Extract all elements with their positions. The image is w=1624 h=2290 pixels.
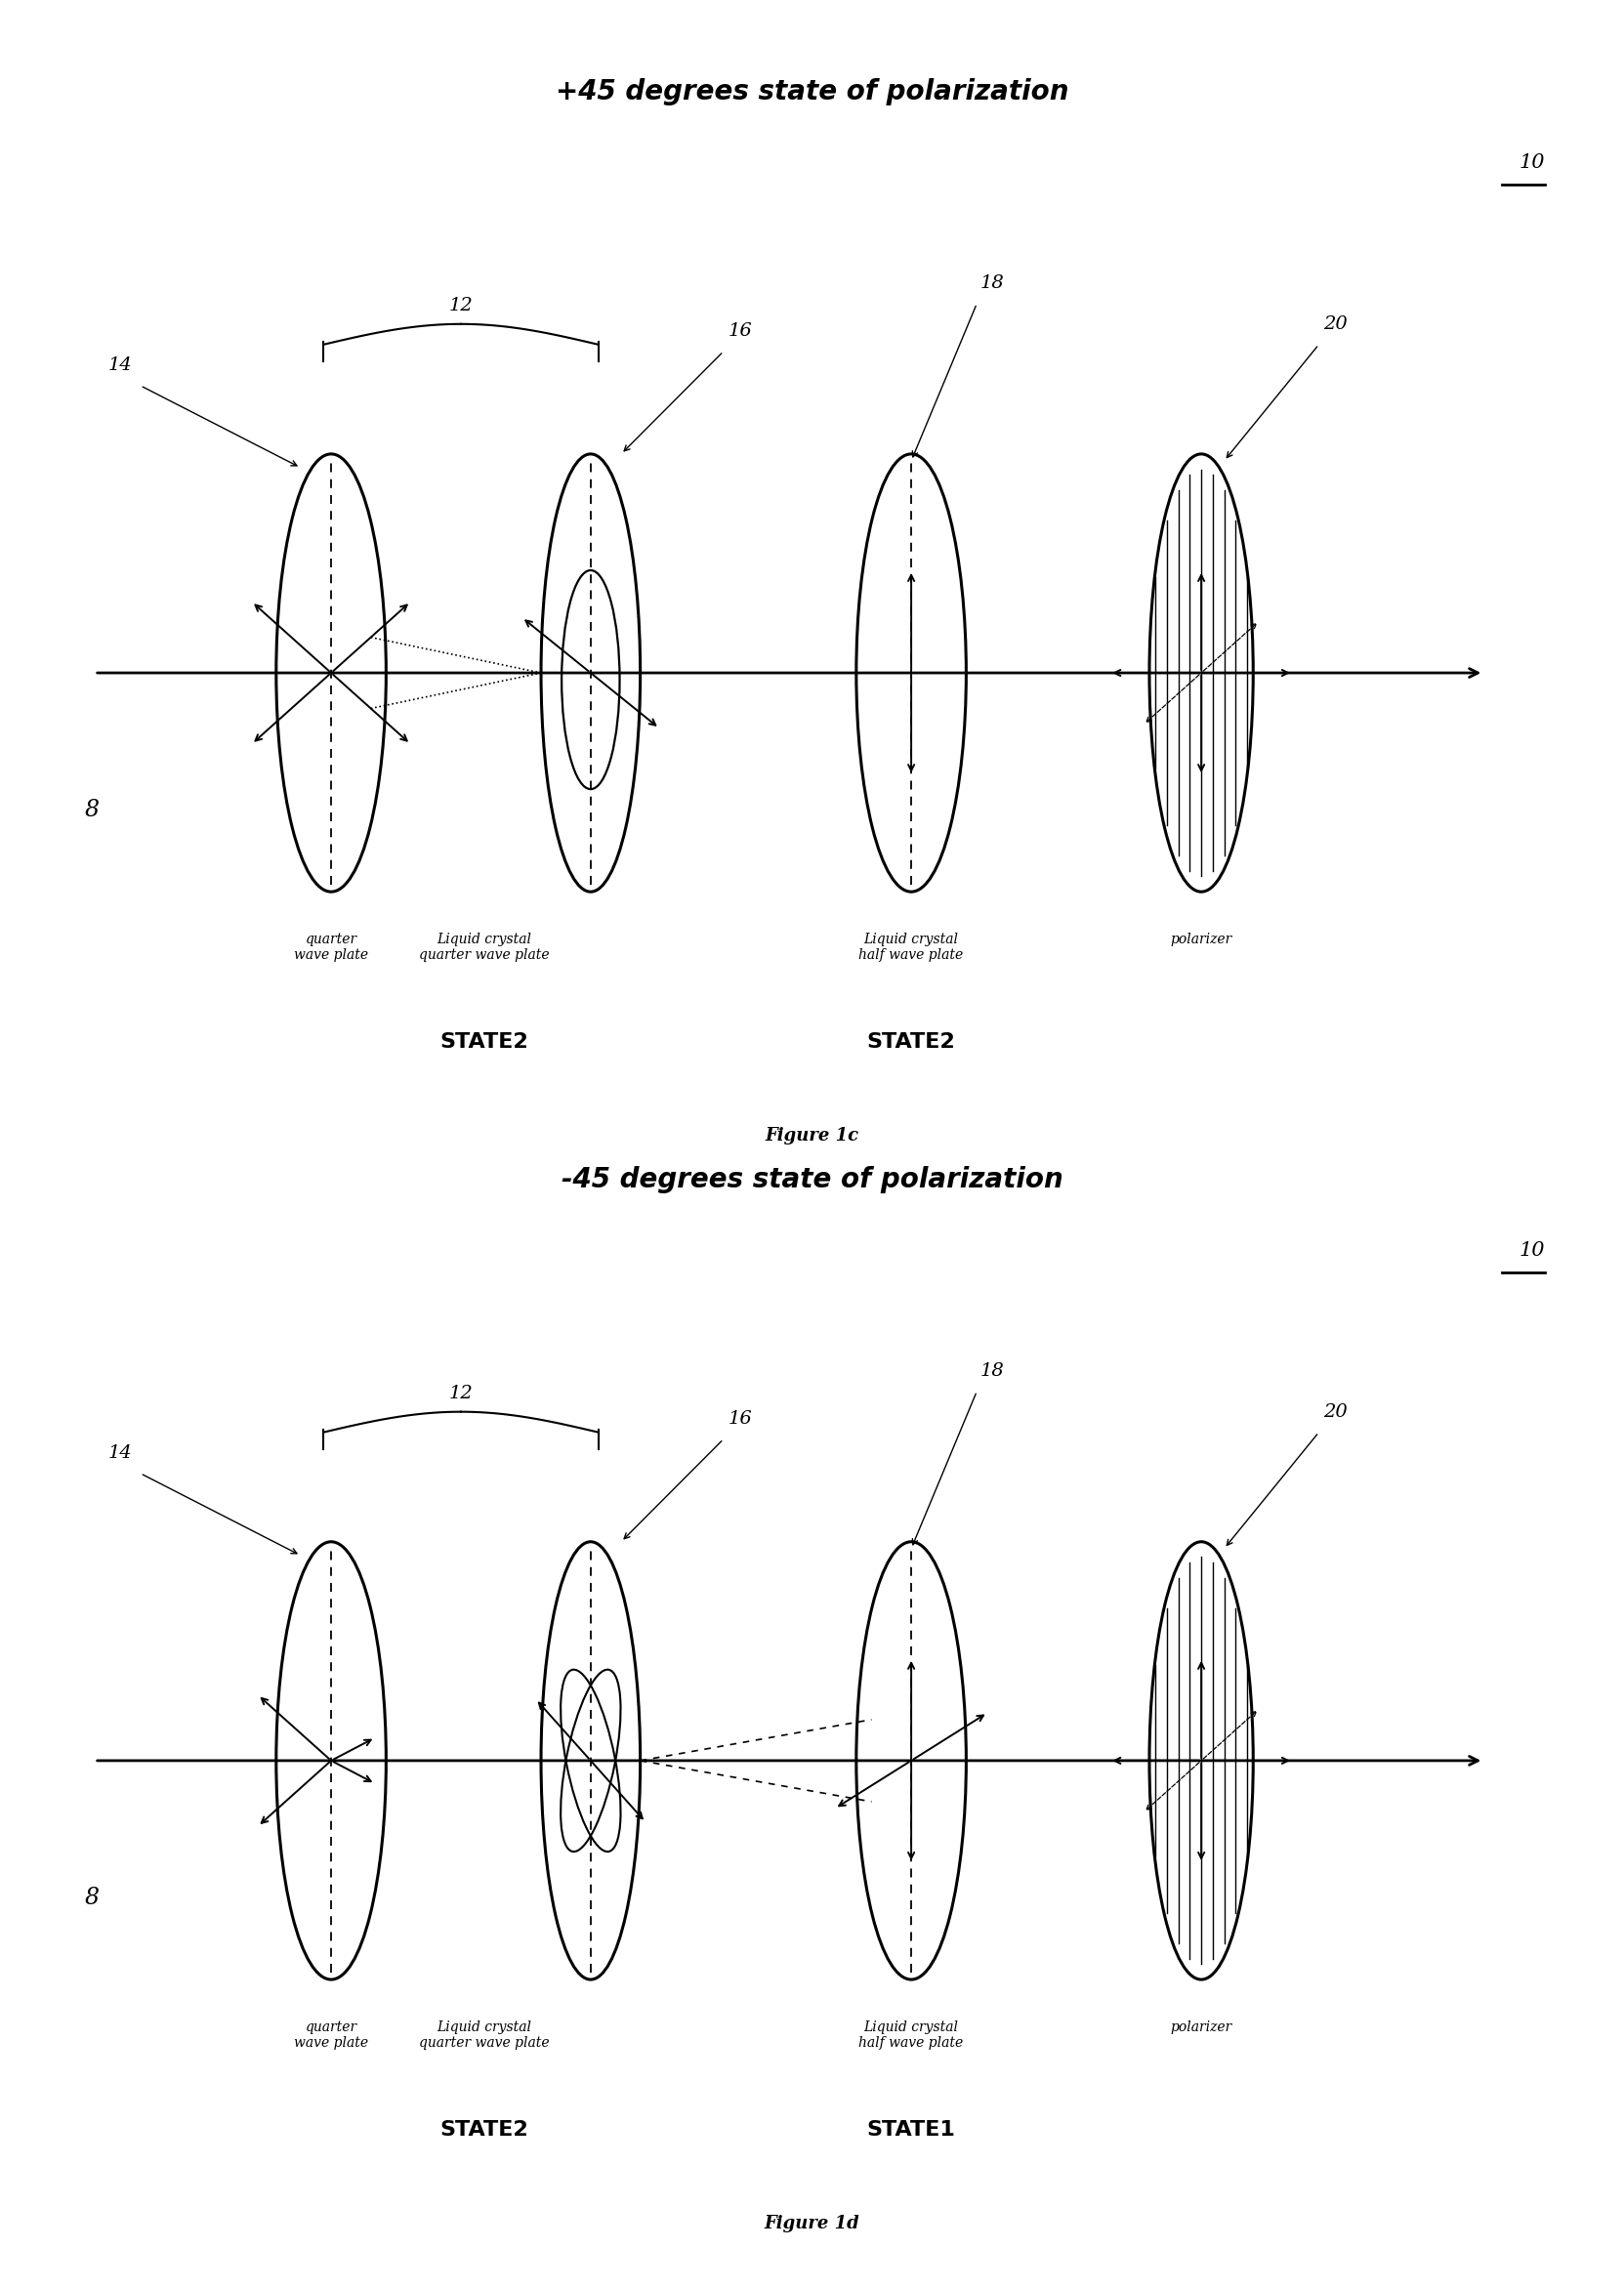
Text: STATE2: STATE2 (440, 2121, 528, 2139)
Text: 16: 16 (728, 1411, 752, 1427)
Text: 20: 20 (1324, 1404, 1348, 1420)
Text: polarizer: polarizer (1171, 2020, 1233, 2034)
Text: Liquid crystal
half wave plate: Liquid crystal half wave plate (859, 932, 963, 962)
Text: 10: 10 (1518, 1241, 1544, 1260)
Text: 12: 12 (448, 1385, 473, 1401)
Text: 8: 8 (84, 799, 99, 820)
Text: 12: 12 (448, 298, 473, 314)
Text: STATE2: STATE2 (867, 1033, 955, 1051)
Text: 20: 20 (1324, 316, 1348, 332)
Text: +45 degrees state of polarization: +45 degrees state of polarization (555, 78, 1069, 105)
Text: 14: 14 (109, 357, 133, 373)
Text: Figure 1d: Figure 1d (765, 2214, 859, 2233)
Text: -45 degrees state of polarization: -45 degrees state of polarization (562, 1166, 1062, 1193)
Text: STATE2: STATE2 (440, 1033, 528, 1051)
Text: Liquid crystal
quarter wave plate: Liquid crystal quarter wave plate (419, 932, 549, 962)
Text: 16: 16 (728, 323, 752, 339)
Text: 18: 18 (979, 1363, 1004, 1379)
Text: polarizer: polarizer (1171, 932, 1233, 946)
Text: Liquid crystal
quarter wave plate: Liquid crystal quarter wave plate (419, 2020, 549, 2050)
Text: STATE1: STATE1 (867, 2121, 955, 2139)
Text: 14: 14 (109, 1445, 133, 1461)
Text: Liquid crystal
half wave plate: Liquid crystal half wave plate (859, 2020, 963, 2050)
Text: quarter
wave plate: quarter wave plate (294, 932, 369, 962)
Text: 8: 8 (84, 1887, 99, 1908)
Text: 10: 10 (1518, 153, 1544, 172)
Text: quarter
wave plate: quarter wave plate (294, 2020, 369, 2050)
Ellipse shape (1150, 1541, 1254, 1979)
Text: Figure 1c: Figure 1c (765, 1127, 859, 1145)
Text: 18: 18 (979, 275, 1004, 291)
Ellipse shape (1150, 453, 1254, 891)
